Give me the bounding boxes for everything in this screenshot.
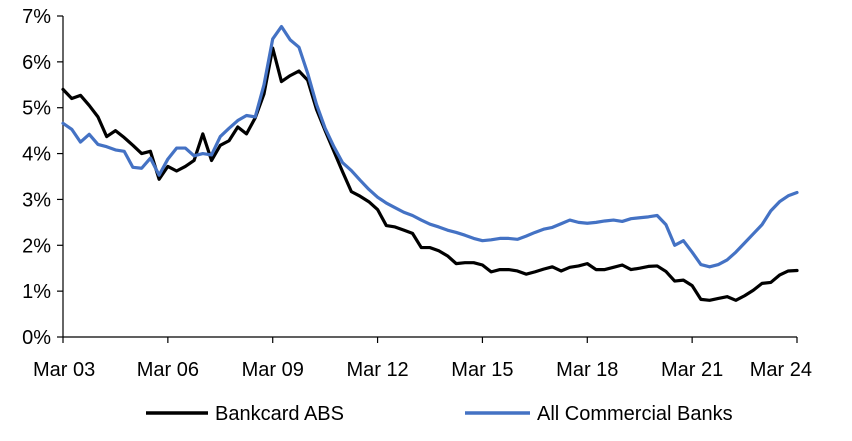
y-tick-label: 4% — [22, 144, 51, 166]
y-tick-label: 5% — [22, 98, 51, 120]
legend-label-all-commercial-banks: All Commercial Banks — [537, 403, 733, 425]
x-tick-label: Mar 15 — [451, 359, 513, 381]
x-tick-label: Mar 21 — [661, 359, 723, 381]
y-tick-label: 3% — [22, 189, 51, 211]
legend-label-bankcard-abs: Bankcard ABS — [215, 403, 344, 425]
y-tick-label: 0% — [22, 327, 51, 349]
x-tick-label: Mar 03 — [33, 359, 95, 381]
y-tick-label: 6% — [22, 52, 51, 74]
x-tick-label: Mar 06 — [137, 359, 199, 381]
y-tick-label: 7% — [22, 6, 51, 28]
legend: Bankcard ABS All Commercial Banks — [146, 403, 733, 425]
y-tick-label: 2% — [22, 235, 51, 257]
x-tick-label: Mar 24 — [750, 359, 812, 381]
x-ticks: Mar 03 Mar 06 Mar 09 Mar 12 Mar 15 Mar 18 Mar … — [33, 337, 812, 381]
series-line-all-commercial-banks — [61, 24, 799, 269]
axes: 0% 1% 2% 3% 4% 5% 6% 7% Mar 03 Mar 06 Mar 09 Mar 1… — [22, 6, 812, 381]
y-tick-label: 1% — [22, 281, 51, 303]
series-layer — [61, 24, 799, 302]
series-line-bankcard-abs — [61, 46, 799, 302]
x-tick-label: Mar 18 — [556, 359, 618, 381]
x-tick-label: Mar 09 — [242, 359, 304, 381]
y-ticks: 0% 1% 2% 3% 4% 5% 6% 7% — [22, 6, 63, 349]
x-tick-label: Mar 12 — [346, 359, 408, 381]
